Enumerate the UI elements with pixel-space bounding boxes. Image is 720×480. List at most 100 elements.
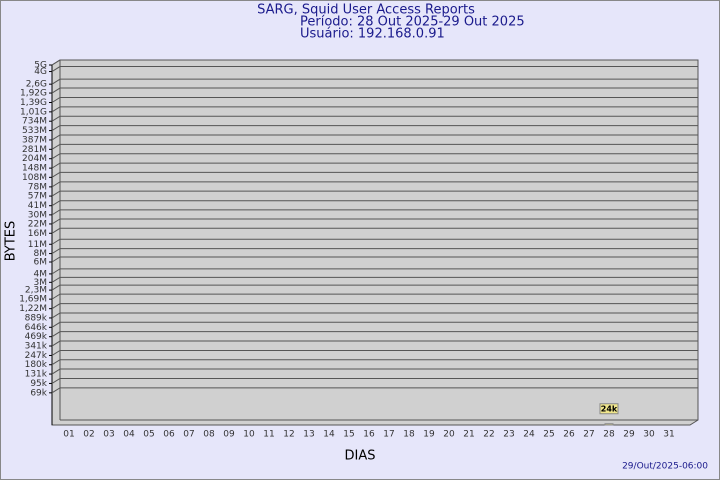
grid-line xyxy=(51,190,698,197)
y-tick-label: 95k xyxy=(30,379,47,389)
y-tick-label: 889k xyxy=(25,313,48,323)
x-tick-label: 02 xyxy=(83,430,94,440)
y-tick-label: 281M xyxy=(22,145,47,155)
grid-line xyxy=(51,321,698,328)
x-tick-label: 16 xyxy=(363,430,375,440)
y-tick-label: 69k xyxy=(30,388,47,398)
chart-subtitle: Período: 28 Out 2025-29 Out 2025 xyxy=(300,15,525,30)
y-tick-label: 387M xyxy=(22,135,47,145)
grid-line xyxy=(51,368,698,375)
plot-area xyxy=(51,59,699,426)
x-tick-label: 23 xyxy=(503,430,514,440)
bar xyxy=(604,423,614,426)
x-tick-label: 04 xyxy=(123,430,135,440)
x-tick-label: 08 xyxy=(203,430,215,440)
y-tick-label: 16M xyxy=(28,229,47,239)
grid-line xyxy=(51,209,698,216)
grid-line xyxy=(51,115,698,122)
grid-line xyxy=(51,66,698,72)
x-tick-label: 09 xyxy=(223,430,235,440)
grid-line xyxy=(51,59,698,66)
x-tick-label: 12 xyxy=(283,430,294,440)
x-tick-label: 05 xyxy=(143,430,154,440)
grid-line xyxy=(51,171,698,178)
y-tick-label: 247k xyxy=(25,351,48,361)
y-tick-label: 1,39G xyxy=(20,98,47,108)
grid-line xyxy=(51,340,698,347)
grid-line xyxy=(51,303,698,310)
y-tick-label: 131k xyxy=(25,370,48,380)
x-tick-label: 11 xyxy=(263,430,274,440)
user: Usuário: 192.168.0.91 xyxy=(300,27,445,42)
x-tick-label: 30 xyxy=(643,430,655,440)
value-label-box xyxy=(599,403,619,415)
x-tick-label: 26 xyxy=(563,430,575,440)
grid-line xyxy=(51,359,698,366)
grid-line xyxy=(51,248,698,255)
x-tick-label: 19 xyxy=(423,430,435,440)
y-tick-label: 533M xyxy=(22,126,47,136)
x-tick-label: 07 xyxy=(183,430,194,440)
y-tick-label: 469k xyxy=(25,332,48,342)
x-tick-label: 21 xyxy=(463,430,474,440)
x-tick-label: 17 xyxy=(383,430,394,440)
y-tick-label: 3M xyxy=(34,278,48,288)
y-tick-label: 6M xyxy=(34,258,48,268)
x-tick-label: 14 xyxy=(323,430,335,440)
grid-line xyxy=(51,227,698,234)
grid-line xyxy=(51,218,698,225)
y-tick-label: 204M xyxy=(22,154,47,164)
y-tick-label: 1,92G xyxy=(20,89,47,99)
y-tick-label: 8M xyxy=(34,249,48,259)
x-axis-label: DIAS xyxy=(345,449,376,464)
grid-line xyxy=(51,153,698,160)
grid-line xyxy=(51,87,698,94)
x-tick-label: 10 xyxy=(243,430,255,440)
y-tick-label: 734M xyxy=(22,117,47,127)
grid-line xyxy=(51,78,698,85)
grid-line xyxy=(51,293,698,300)
y-tick-label: 2,6G xyxy=(26,80,47,90)
grid-line xyxy=(51,331,698,338)
grid-line xyxy=(51,162,698,169)
y-tick-label: 180k xyxy=(25,360,48,370)
y-tick-label: 646k xyxy=(25,323,48,333)
footer: 29/Out/2025-06:00 xyxy=(622,462,708,472)
y-tick-label: 41M xyxy=(28,201,47,211)
y-tick-label: 57M xyxy=(28,192,47,202)
x-tick-label: 29 xyxy=(623,430,635,440)
x-tick-label: 15 xyxy=(343,430,354,440)
x-tick-label: 13 xyxy=(303,430,314,440)
grid-line xyxy=(51,238,698,245)
y-tick-label: 5G xyxy=(34,61,47,71)
grid-line xyxy=(51,284,698,291)
y-tick-label: 2,3M xyxy=(25,286,47,296)
grid-line xyxy=(51,96,698,103)
y-tick-label: 1,22M xyxy=(19,304,47,314)
y-tick-label: 4M xyxy=(34,269,48,279)
grid-line xyxy=(51,181,698,188)
grid-line xyxy=(51,312,698,319)
y-tick-label: 341k xyxy=(25,342,48,352)
y-tick-label: 148M xyxy=(22,164,47,174)
grid-line xyxy=(51,256,698,263)
y-tick-label: 22M xyxy=(28,219,47,229)
y-tick-label: 78M xyxy=(28,182,47,192)
y-tick-label: 4G xyxy=(34,67,47,77)
x-tick-label: 27 xyxy=(583,430,594,440)
y-tick-label: 1,01G xyxy=(20,107,47,117)
grid-line xyxy=(51,349,698,356)
chart-title: SARG, Squid User Access Reports xyxy=(257,3,475,18)
grid-line xyxy=(51,268,698,275)
grid-line xyxy=(51,200,698,207)
grid-line xyxy=(51,106,698,113)
x-tick-label: 24 xyxy=(523,430,535,440)
x-tick-label: 06 xyxy=(163,430,175,440)
x-tick-label: 28 xyxy=(603,430,615,440)
grid-line xyxy=(51,134,698,141)
x-tick-label: 03 xyxy=(103,430,114,440)
x-tick-label: 31 xyxy=(663,430,674,440)
grid-line xyxy=(51,377,698,384)
